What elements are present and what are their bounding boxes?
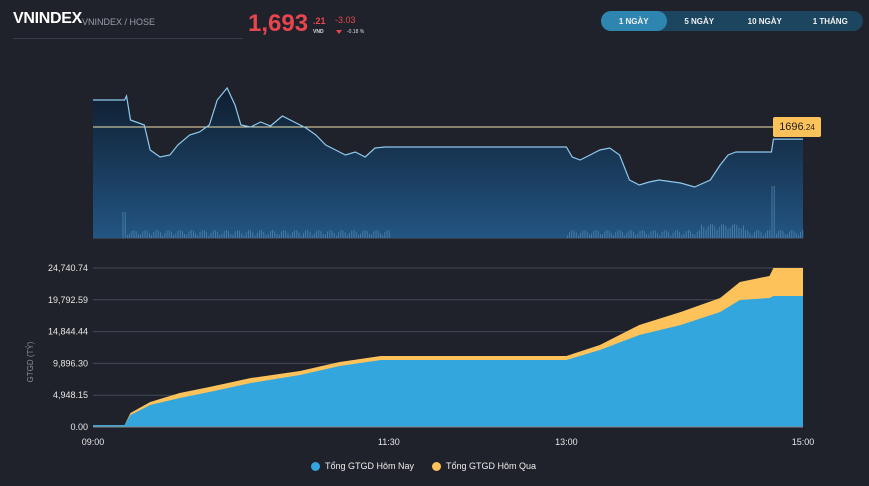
tab-1-day[interactable]: 1 NGÀY bbox=[601, 11, 667, 31]
yellow-dot-icon bbox=[432, 461, 442, 471]
price-change-percent: -0.18 % bbox=[347, 29, 365, 35]
legend-yesterday-label: Tổng GTGD Hôm Qua bbox=[446, 461, 537, 471]
reference-dec: .24 bbox=[803, 122, 815, 132]
price-unit: VND bbox=[313, 29, 324, 35]
down-arrow-icon bbox=[336, 30, 342, 34]
x-tick-label: 11:30 bbox=[378, 437, 400, 447]
x-tick-label: 15:00 bbox=[792, 437, 815, 447]
index-title: VNINDEX bbox=[13, 10, 83, 27]
y-tick-label: 19,792.59 bbox=[48, 295, 88, 305]
y-tick-label: 24,740.74 bbox=[48, 263, 88, 273]
legend-today-label: Tổng GTGD Hôm Nay bbox=[325, 461, 415, 471]
index-exchange: VNINDEX / HOSE bbox=[82, 17, 156, 27]
header-divider bbox=[13, 38, 243, 39]
tab-1-month[interactable]: 1 THÁNG bbox=[812, 16, 848, 26]
blue-dot-icon bbox=[311, 461, 320, 471]
price-chart bbox=[93, 86, 804, 239]
price-area bbox=[93, 88, 803, 238]
value-chart: 0.00 4,948.15 9,896.30 14,844.44 19,792.59 24… bbox=[48, 263, 814, 447]
index-price-decimal: .21 bbox=[313, 16, 326, 26]
price-change: -3.03 bbox=[335, 15, 356, 25]
reference-int: 1696 bbox=[779, 121, 804, 133]
y-axis-label: GTGD (TỶ) bbox=[26, 341, 35, 382]
legend: Tổng GTGD Hôm Nay Tổng GTGD Hôm Qua bbox=[311, 461, 536, 471]
period-tabs: 1 NGÀY 5 NGÀY 10 NGÀY 1 THÁNG bbox=[601, 11, 863, 31]
x-tick-label: 13:00 bbox=[555, 437, 578, 447]
x-tick-label: 09:00 bbox=[82, 437, 105, 447]
reference-price-label: 1696.24 bbox=[773, 117, 821, 137]
y-tick-label: 14,844.44 bbox=[48, 327, 88, 337]
price-line bbox=[93, 86, 803, 188]
tab-10-days[interactable]: 10 NGÀY bbox=[747, 16, 782, 26]
y-tick-label: 0.00 bbox=[70, 422, 88, 432]
y-tick-label: 4,948.15 bbox=[53, 390, 88, 400]
legend-yesterday[interactable]: Tổng GTGD Hôm Qua bbox=[432, 461, 536, 471]
y-tick-label: 9,896.30 bbox=[53, 358, 88, 368]
legend-today[interactable]: Tổng GTGD Hôm Nay bbox=[311, 461, 414, 471]
index-price: 1,693 bbox=[248, 10, 309, 37]
tab-5-days[interactable]: 5 NGÀY bbox=[684, 16, 715, 26]
area-today bbox=[93, 296, 803, 427]
